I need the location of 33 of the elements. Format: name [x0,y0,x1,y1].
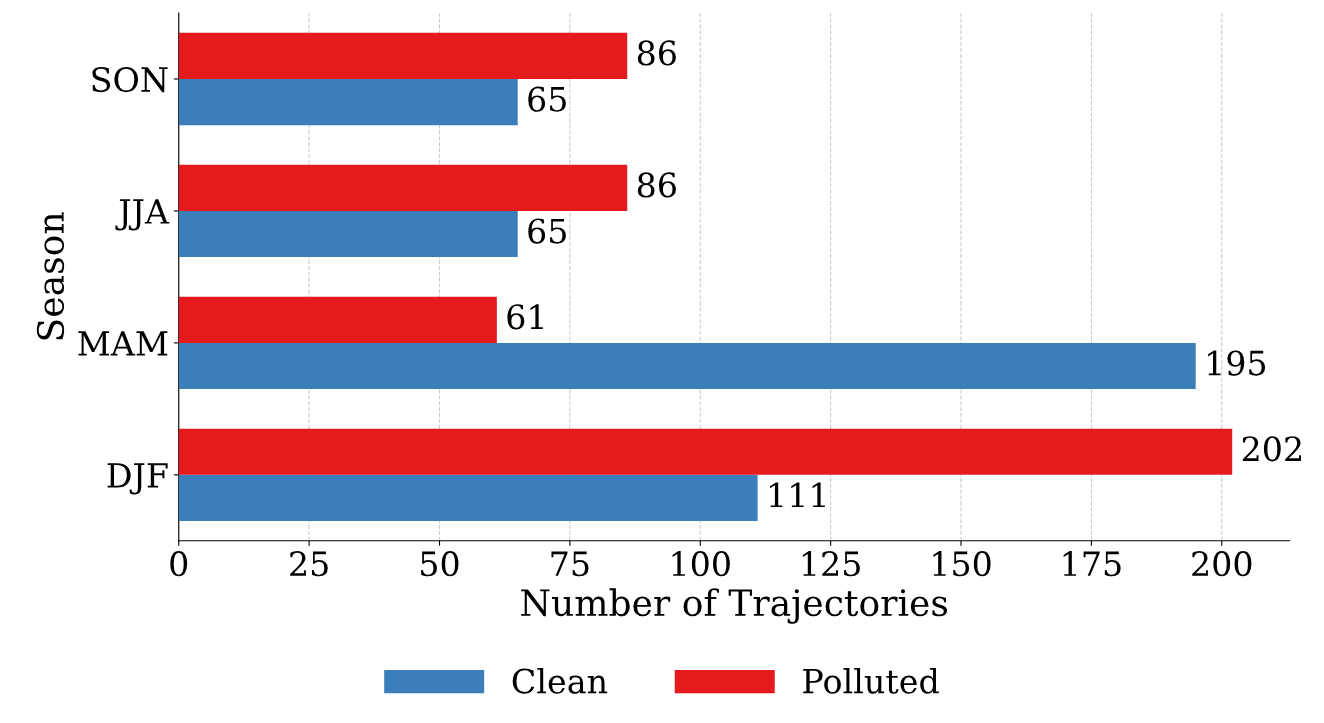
data-label: 195 [1208,350,1266,376]
y-tick-label: SON [92,66,168,93]
data-label: 86 [637,40,676,66]
bar [178,210,518,258]
data-label: 65 [528,218,566,244]
y-tick-label: MAM [78,331,168,356]
x-tick-label: 175 [1063,551,1121,577]
x-tick-label: 125 [802,551,860,577]
x-tick-label: 50 [421,551,459,577]
data-label: 61 [507,304,543,330]
x-tick-label: 200 [1192,551,1252,577]
bar [178,78,518,126]
bar [178,474,758,522]
bar [178,342,1196,390]
x-tick-label: 25 [290,551,328,577]
x-tick-label: 150 [933,551,991,577]
x-tick-label: 75 [551,551,589,577]
y-axis-title: Season [36,212,65,340]
legend-label: Clean [512,667,608,694]
data-label: 111 [770,482,825,508]
x-tick-label: 100 [672,551,730,577]
data-label: 86 [637,172,676,198]
x-tick-label: 0 [170,551,188,577]
bar [178,296,497,343]
y-tick-label: JJA [115,199,170,231]
y-tick-label: DJF [107,463,168,495]
data-label: 202 [1242,436,1301,462]
legend-label: Polluted [803,667,939,694]
bar [178,32,628,79]
bar [178,428,1233,475]
x-axis-title: Number of Trajectories [521,588,948,624]
data-label: 65 [528,86,566,112]
bar [178,164,628,211]
